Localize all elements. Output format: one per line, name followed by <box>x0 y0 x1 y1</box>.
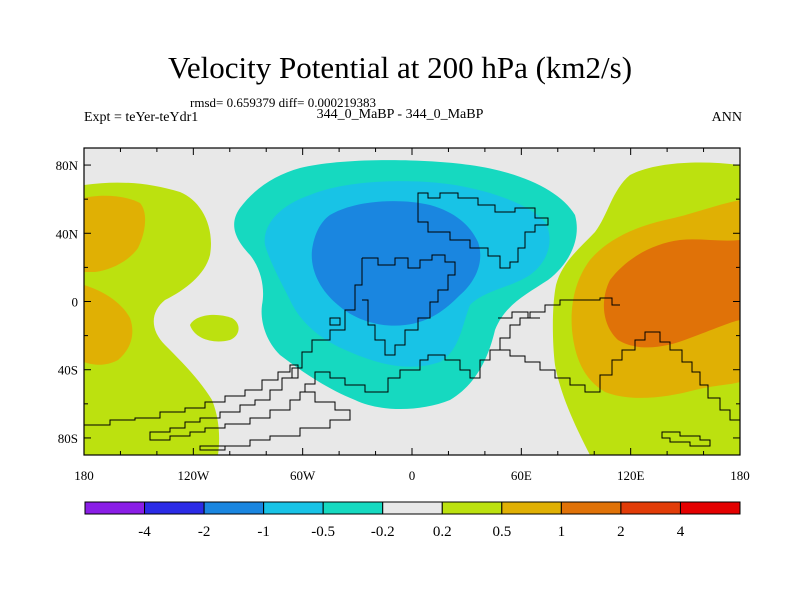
contour-region-pos-west-4 <box>84 285 133 365</box>
coastline-lower-landmass <box>199 391 351 451</box>
colorbar-label-5: 0.2 <box>433 524 452 540</box>
rmsd-diff-stats: rmsd= 0.659379 diff= 0.000219383 <box>190 95 376 110</box>
colorbar-swatch-6 <box>441 501 503 515</box>
x-tick-label-5: 120E <box>617 468 645 483</box>
colorbar-swatch-2 <box>203 501 265 515</box>
coastline-north-continent <box>417 192 549 269</box>
x-tick-label-3: 0 <box>409 468 416 483</box>
colorbar-label-9: 4 <box>677 524 685 540</box>
coastline-southeast-island <box>661 431 711 447</box>
colorbar-label-1: -2 <box>198 524 211 540</box>
colorbar: -4 -2 -1 -0.5 -0.2 0.2 0.5 1 2 4 <box>84 501 741 540</box>
colorbar-swatch-0 <box>84 501 146 515</box>
y-tick-label-0: 80N <box>56 158 79 173</box>
colorbar-swatch-3 <box>263 501 324 515</box>
colorbar-label-2: -1 <box>257 524 270 540</box>
colorbar-swatch-9 <box>620 501 681 515</box>
coastline-main-interior <box>362 254 456 356</box>
x-tick-label-0: 180 <box>74 468 94 483</box>
contour-region-pos-west-2 <box>190 314 239 342</box>
x-tick-label-4: 60E <box>511 468 532 483</box>
case-names: 344_0_MaBP - 344_0_MaBP <box>316 107 484 122</box>
colorbar-swatch-4 <box>322 501 384 515</box>
contour-region-pos-east-3 <box>603 239 740 348</box>
season-label: ANN <box>711 110 742 125</box>
map-field <box>84 148 740 455</box>
colorbar-swatch-8 <box>560 501 622 515</box>
y-tick-label-2: 0 <box>72 295 79 310</box>
colorbar-swatch-10 <box>679 501 741 515</box>
y-axis: 80N 40N 0 40S 80S <box>56 158 740 446</box>
x-axis: 180 120W 60W 0 60E 120E 180 <box>74 148 750 483</box>
y-tick-label-3: 40S <box>58 363 78 378</box>
colorbar-label-3: -0.5 <box>311 524 335 540</box>
x-tick-label-1: 120W <box>177 468 210 483</box>
colorbar-label-6: 0.5 <box>492 524 511 540</box>
colorbar-label-8: 2 <box>617 524 625 540</box>
y-tick-label-1: 40N <box>56 226 79 241</box>
colorbar-swatch-7 <box>501 501 562 515</box>
chart-title: Velocity Potential at 200 hPa (km2/s) <box>167 50 633 85</box>
colorbar-swatch-5 <box>382 501 443 515</box>
coastline-small-island <box>329 317 341 326</box>
coastlines <box>84 192 740 451</box>
coastline-main-continent <box>149 258 620 441</box>
coastline-east-inlet <box>498 311 540 319</box>
experiment-label: Expt = teYer-teYdr1 <box>84 110 199 125</box>
coastline-southeast-arm <box>495 331 740 421</box>
x-tick-label-2: 60W <box>290 468 316 483</box>
y-tick-label-4: 80S <box>58 431 78 446</box>
x-tick-label-6: 180 <box>730 468 750 483</box>
colorbar-swatch-1 <box>144 501 205 515</box>
colorbar-label-4: -0.2 <box>371 524 395 540</box>
colorbar-label-0: -4 <box>138 524 151 540</box>
colorbar-label-7: 1 <box>558 524 566 540</box>
contour-region-pos-west-3 <box>84 195 146 272</box>
coastline-southern-arm <box>84 364 299 426</box>
